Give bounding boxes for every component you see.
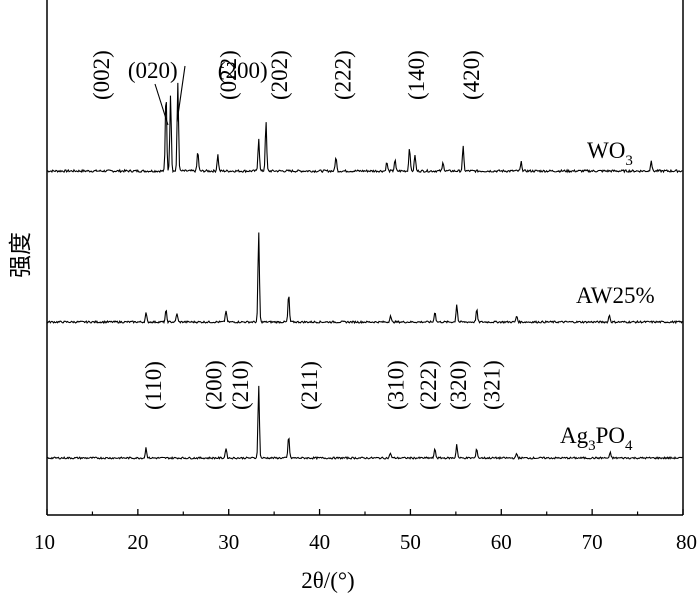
x-tick-label: 80	[676, 530, 697, 554]
peak-label: (210)	[228, 360, 253, 410]
leader-line	[176, 65, 186, 123]
x-tick-label: 20	[127, 530, 148, 554]
peak-label: (022)	[216, 50, 241, 100]
peak-label: (211)	[297, 361, 322, 410]
peak-labels: (002) (020) (200)(022) (202) (222) (140) (420)…	[89, 50, 505, 410]
peak-label: (002)	[89, 50, 114, 100]
series-lines	[46, 82, 683, 461]
series-line-wo3	[46, 82, 683, 174]
peak-label: (222)	[416, 360, 441, 410]
peak-label: (202)	[267, 50, 292, 100]
peak-label: (321)	[480, 360, 505, 410]
peak-label: (310)	[383, 360, 408, 410]
chart-axes: 10 20 30 40 50 60 70 80	[34, 0, 697, 554]
peak-label: (200)	[202, 360, 227, 410]
x-tick-label: 40	[309, 530, 330, 554]
x-tick-label: 70	[582, 530, 603, 554]
peak-label: (420)	[459, 50, 484, 100]
peak-label: (222)	[331, 50, 356, 100]
x-axis-title: 2θ/(°)	[301, 568, 354, 593]
series-line-ag3po4	[46, 385, 683, 461]
peak-label: (320)	[446, 360, 471, 410]
series-line-aw25	[46, 232, 683, 325]
leader-line	[154, 83, 169, 126]
x-tick-label: 10	[34, 530, 55, 554]
peak-label: (110)	[141, 361, 166, 410]
series-label: WO3	[587, 138, 633, 169]
peak-label: (140)	[404, 50, 429, 100]
y-axis-title: 强度	[8, 232, 33, 278]
series-label: Ag3PO4	[560, 423, 633, 454]
series-labels: WO3 AW25% Ag3PO4	[560, 138, 655, 454]
x-tick-label: 30	[218, 530, 239, 554]
peak-label: (020)	[128, 58, 178, 83]
series-label: AW25%	[576, 283, 655, 308]
x-tick-label: 50	[400, 530, 421, 554]
x-tick-label: 60	[491, 530, 512, 554]
peak-label: (200)	[218, 58, 268, 83]
